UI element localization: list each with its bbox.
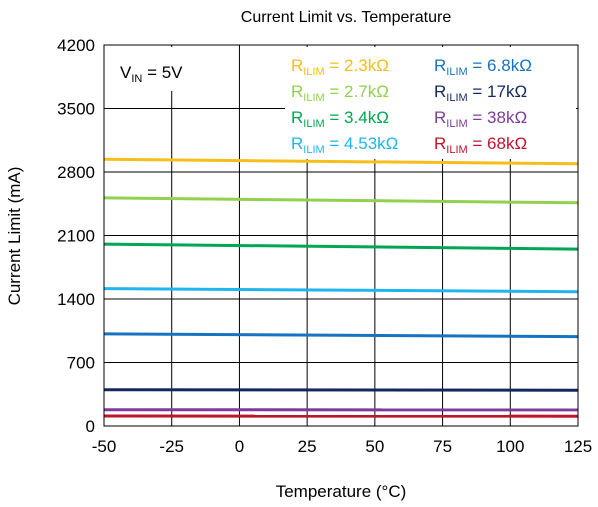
series-line-3 [103,242,579,251]
x-tick-label: 25 [298,437,317,456]
series-line-4 [103,287,579,294]
annotation-background [106,47,238,91]
y-tick-label: 2800 [57,163,95,182]
legend-item-8: RILIM = 68kΩ [434,134,527,156]
x-tick-label: 125 [564,437,592,456]
y-axis-title: Current Limit (mA) [5,167,24,306]
x-tick-label: 50 [365,437,384,456]
tick-labels: -50 -25 0 25 50 75 100 125 0 700 1400 2100 2800 3500 4… [57,36,592,456]
y-tick-label: 4200 [57,36,95,55]
y-tick-label: 1400 [57,290,95,309]
series-lines [103,157,579,418]
y-tick-label: 3500 [57,100,95,119]
legend-item-3: RILIM = 3.4kΩ [291,108,389,130]
legend-item-1: RILIM = 2.3kΩ [291,56,389,78]
legend-item-6: RILIM = 17kΩ [434,82,527,104]
legend-item-4: RILIM = 4.53kΩ [291,134,398,156]
x-tick-label: 100 [496,437,524,456]
series-line-6 [103,388,579,392]
x-axis-title: Temperature (°C) [276,482,407,501]
legend-item-7: RILIM = 38kΩ [434,108,527,130]
plot-frame [103,44,579,427]
chart-title: Current Limit vs. Temperature [241,9,452,26]
series-line-2 [103,196,579,205]
vin-annotation: VIN = 5V [120,63,183,85]
legend: RILIM = 2.3kΩ RILIM = 2.7kΩ RILIM = 3.4kΩ R… [291,56,532,156]
legend-item-5: RILIM = 6.8kΩ [434,56,532,78]
legend-background [285,47,576,159]
x-tick-label: 75 [433,437,452,456]
x-tick-label: -25 [159,437,184,456]
series-line-5 [103,332,579,339]
y-tick-label: 700 [67,354,95,373]
x-tick-label: -50 [92,437,117,456]
y-tick-label: 0 [86,417,95,436]
x-tick-label: 0 [235,437,244,456]
series-line-1 [103,157,579,166]
y-tick-label: 2100 [57,227,95,246]
legend-item-2: RILIM = 2.7kΩ [291,82,389,104]
